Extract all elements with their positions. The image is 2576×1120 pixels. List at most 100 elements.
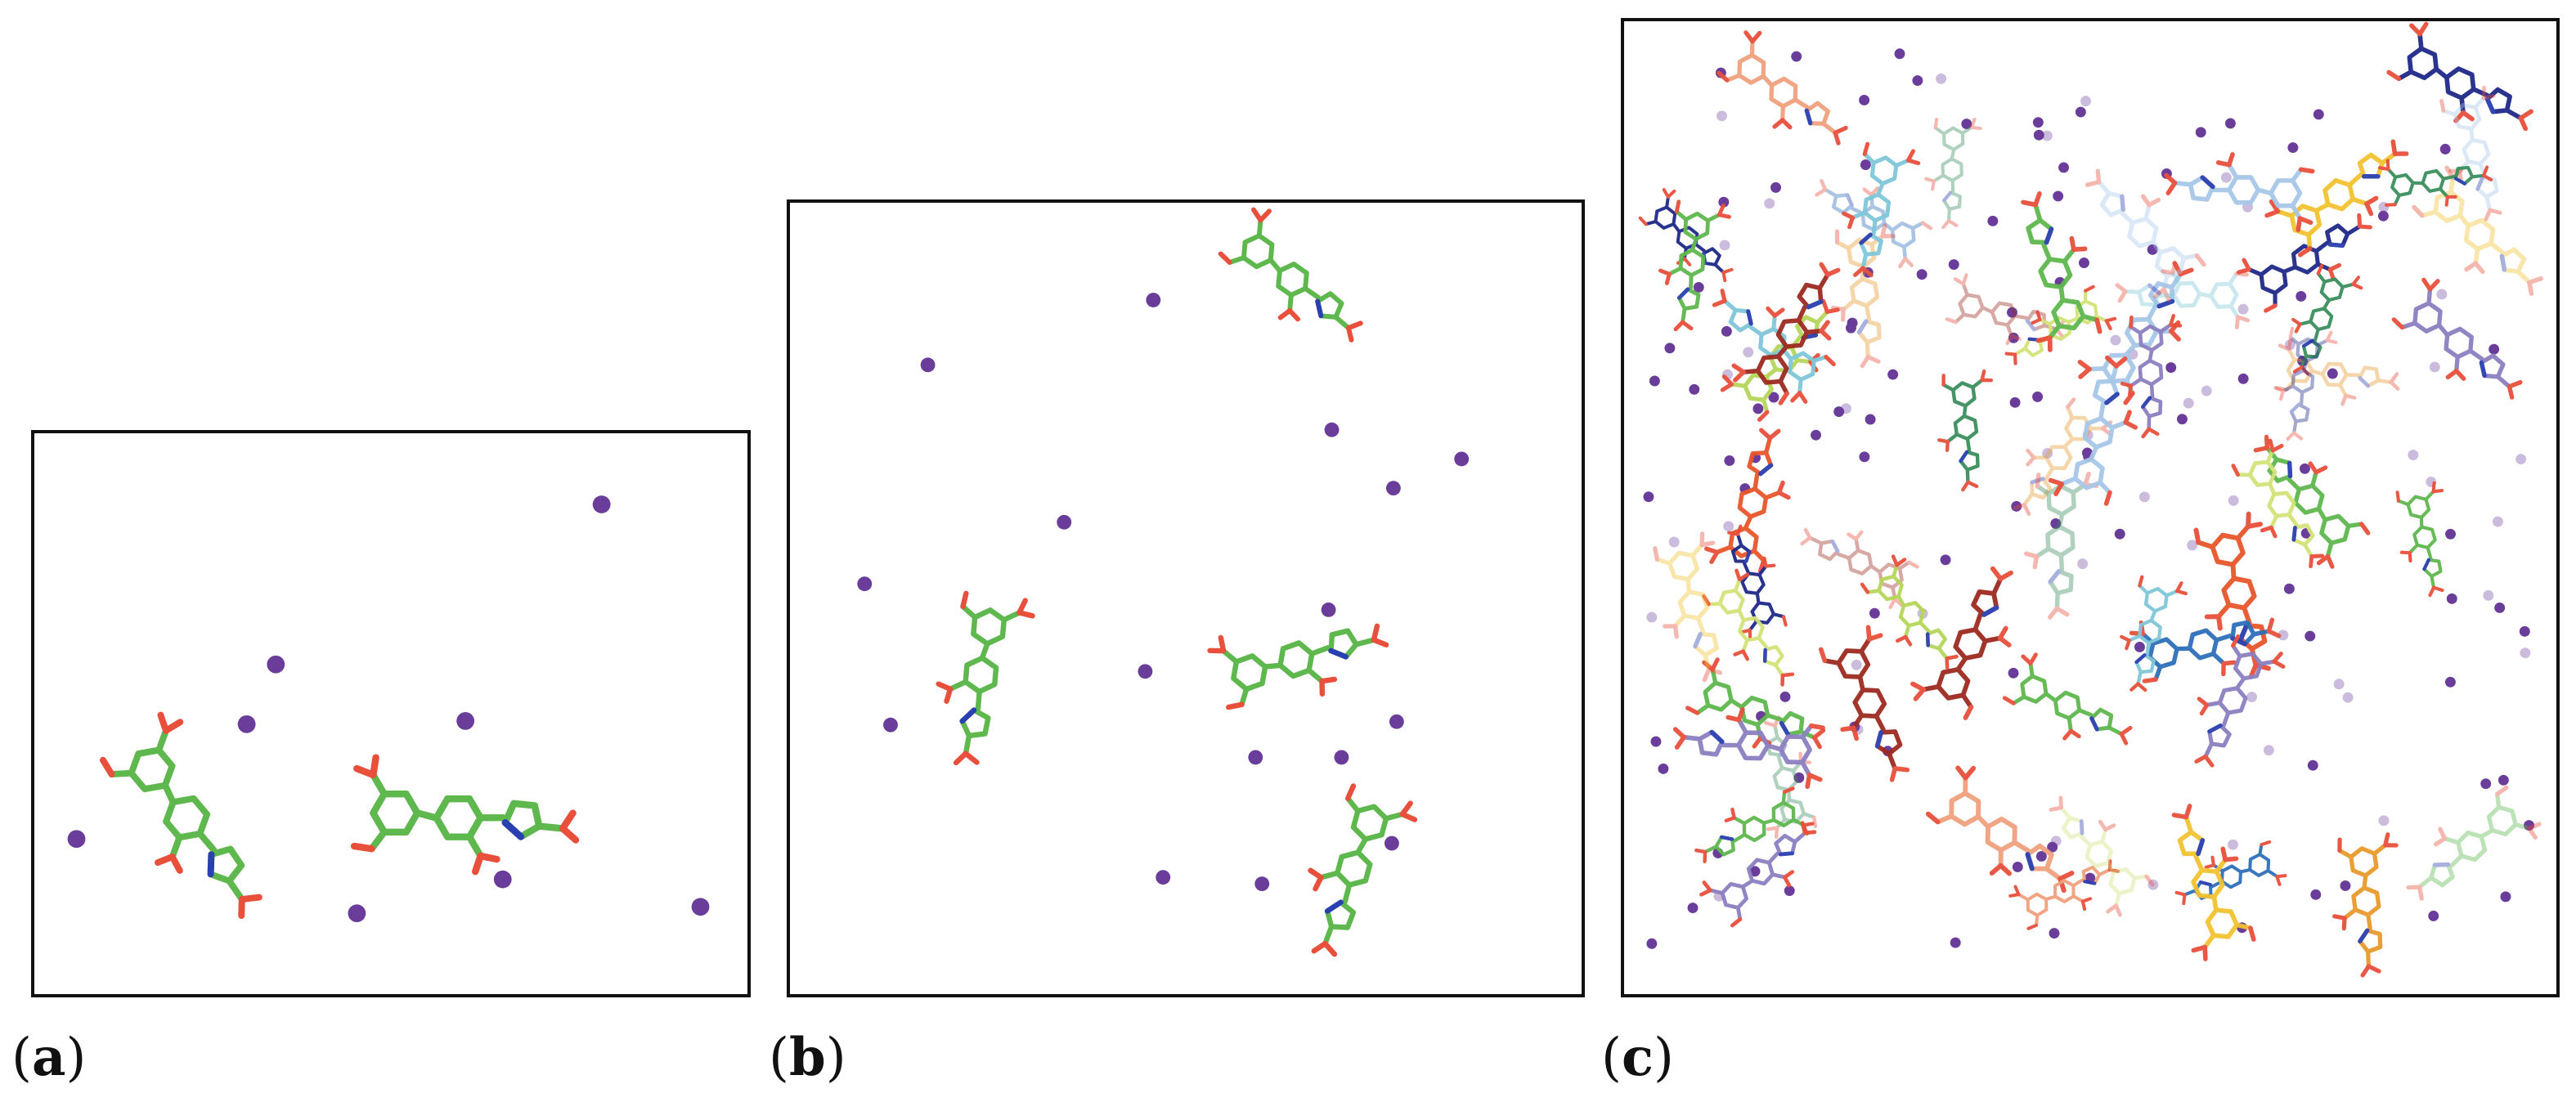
ion-sphere — [2058, 162, 2069, 173]
ion-sphere — [1156, 870, 1171, 885]
ion-sphere — [2008, 667, 2019, 679]
ion-sphere — [2446, 593, 2457, 604]
ion-sphere — [1718, 196, 1730, 208]
ion-sphere — [2080, 96, 2091, 107]
molecule-stick-model — [1727, 524, 1788, 641]
ion-sphere — [2500, 891, 2511, 903]
ion-sphere — [2494, 603, 2506, 613]
ion-sphere — [2138, 491, 2150, 503]
ion-sphere — [2300, 463, 2310, 474]
ion-sphere — [1254, 876, 1270, 892]
ion-sphere — [2340, 880, 2351, 891]
molecule-stick-model — [2008, 858, 2120, 930]
molecule-stick-model — [2194, 634, 2286, 768]
ion-sphere — [2492, 516, 2503, 527]
ion-sphere — [1936, 73, 1947, 84]
ion-sphere — [2263, 745, 2274, 756]
ion-sphere — [2147, 244, 2158, 255]
ion-sphere — [2041, 130, 2053, 141]
ion-sphere — [2497, 774, 2509, 786]
ion-sphere — [1717, 110, 1727, 122]
panel-a-molecular-snapshot — [31, 430, 751, 997]
ion-sphere — [1454, 451, 1470, 467]
ion-sphere — [2313, 109, 2324, 120]
ion-sphere — [1950, 937, 1961, 948]
ion-sphere — [2110, 334, 2121, 346]
ion-sphere — [2009, 396, 2021, 408]
ion-sphere — [2237, 373, 2249, 384]
panel-a-scene — [67, 495, 710, 923]
molecule-stick-model — [1717, 30, 1848, 146]
ion-sphere — [2283, 583, 2295, 594]
ion-sphere — [1793, 772, 1805, 783]
ion-sphere — [2220, 172, 2232, 183]
ion-sphere — [2228, 495, 2239, 506]
panel-b-scene — [857, 207, 1470, 957]
ion-sphere — [2445, 528, 2456, 540]
ion-sphere — [2032, 391, 2044, 402]
ion-sphere — [1719, 240, 1730, 251]
ion-sphere — [1764, 198, 1775, 209]
ion-sphere — [2428, 910, 2439, 921]
ion-sphere — [1840, 403, 1851, 414]
ion-sphere — [1689, 383, 1700, 395]
ion-sphere — [2408, 450, 2419, 461]
molecule-stick-model — [99, 711, 263, 919]
ion-sphere — [1385, 481, 1401, 496]
molecule-stick-model — [2013, 397, 2113, 517]
molecule-stick-model — [1763, 715, 1818, 840]
ion-sphere — [1851, 659, 1862, 670]
ion-sphere — [1894, 48, 1905, 60]
ion-sphere — [1961, 119, 1972, 130]
ion-sphere — [1791, 51, 1802, 62]
ion-sphere — [1693, 281, 1704, 293]
molecule-stick-model — [1704, 428, 1791, 574]
ion-sphere — [2007, 307, 2017, 318]
molecule-stick-model — [2171, 804, 2256, 961]
ion-sphere — [1687, 903, 1699, 913]
panel-label-b: (b) — [769, 1027, 846, 1088]
ion-sphere — [456, 712, 475, 730]
ion-sphere — [1324, 422, 1340, 437]
ion-sphere — [1721, 325, 1732, 337]
ion-sphere — [592, 495, 611, 513]
ion-sphere — [67, 830, 86, 849]
molecule-stick-model — [1672, 706, 1825, 790]
ion-sphere — [1768, 392, 1779, 403]
ion-sphere — [2378, 815, 2390, 827]
molecule-stick-model — [2085, 168, 2206, 302]
molecule-stick-model — [2164, 152, 2315, 232]
ion-sphere — [1779, 691, 1791, 702]
ion-sphere — [2377, 210, 2389, 222]
molecule-stick-model — [2174, 840, 2287, 906]
molecule-stick-model — [2412, 165, 2543, 297]
ion-sphere — [1646, 612, 1658, 623]
ion-sphere — [691, 898, 710, 916]
ion-sphere — [1987, 215, 1999, 226]
ion-sphere — [2483, 589, 2494, 601]
molecule-stick-model — [2021, 190, 2103, 352]
ion-sphere — [2278, 629, 2289, 641]
ion-sphere — [1784, 885, 1795, 897]
molecule-stick-model — [1815, 179, 1933, 269]
ion-sphere — [1859, 94, 1870, 105]
molecule-stick-model — [1685, 657, 1826, 750]
molecule-stick-model — [1218, 207, 1363, 343]
molecule-stick-model — [2378, 159, 2493, 207]
ion-sphere — [2429, 361, 2440, 373]
ion-sphere — [2304, 630, 2316, 642]
ion-sphere — [1649, 375, 1660, 387]
panel-b-molecular-snapshot — [787, 199, 1585, 997]
ion-sphere — [2246, 692, 2258, 702]
ion-sphere — [1658, 763, 1669, 774]
ion-sphere — [920, 357, 936, 373]
ion-sphere — [1752, 403, 1764, 414]
ion-sphere — [1940, 554, 1951, 566]
ion-sphere — [1146, 293, 1161, 307]
ion-sphere — [1650, 736, 1662, 747]
ion-sphere — [1749, 866, 1761, 877]
ion-sphere — [1948, 259, 1959, 271]
molecule-stick-model — [1925, 765, 2075, 894]
ion-sphere — [1887, 369, 1899, 380]
ion-sphere — [2342, 692, 2354, 703]
